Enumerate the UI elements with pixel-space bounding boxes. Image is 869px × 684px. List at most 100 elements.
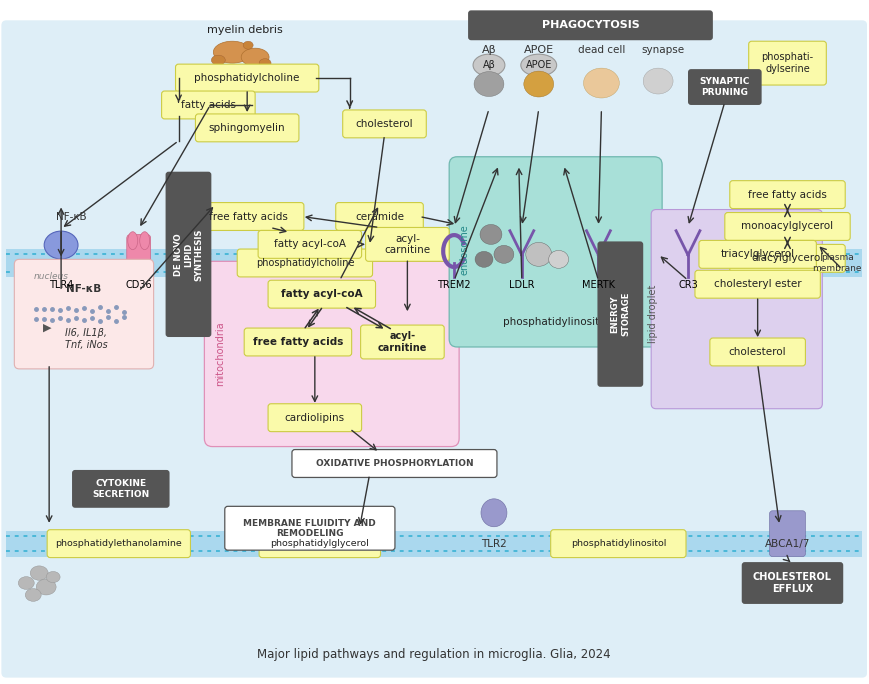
- Ellipse shape: [525, 242, 551, 266]
- FancyBboxPatch shape: [268, 280, 375, 308]
- FancyBboxPatch shape: [729, 181, 845, 209]
- Text: NF-κB: NF-κB: [56, 211, 86, 222]
- Ellipse shape: [46, 571, 60, 583]
- Text: fatty acyl-coA: fatty acyl-coA: [281, 289, 362, 299]
- Text: phosphatidylethanolamine: phosphatidylethanolamine: [56, 539, 182, 548]
- Text: free fatty acids: free fatty acids: [253, 337, 342, 347]
- Text: fatty acids: fatty acids: [181, 100, 235, 110]
- FancyBboxPatch shape: [165, 172, 211, 337]
- FancyBboxPatch shape: [729, 244, 845, 272]
- Bar: [6, 531, 861, 557]
- Text: TREM2: TREM2: [437, 280, 470, 290]
- Ellipse shape: [480, 224, 501, 244]
- Text: phosphatidylinositol: phosphatidylinositol: [502, 317, 607, 327]
- Text: ABCA1/7: ABCA1/7: [764, 538, 809, 549]
- Text: sphingomyelin: sphingomyelin: [209, 123, 285, 133]
- Ellipse shape: [213, 41, 251, 63]
- Text: TLR2: TLR2: [481, 538, 507, 549]
- FancyBboxPatch shape: [448, 157, 661, 347]
- FancyBboxPatch shape: [741, 562, 842, 604]
- Text: Major lipid pathways and regulation in microglia. Glia, 2024: Major lipid pathways and regulation in m…: [257, 648, 610, 661]
- FancyBboxPatch shape: [365, 228, 448, 261]
- Text: LDLR: LDLR: [508, 280, 534, 290]
- FancyBboxPatch shape: [468, 10, 712, 40]
- Text: dead cell: dead cell: [577, 45, 625, 55]
- FancyBboxPatch shape: [769, 511, 805, 557]
- Text: TLR4: TLR4: [49, 280, 73, 290]
- Text: APOE: APOE: [523, 45, 554, 55]
- Text: ceramide: ceramide: [355, 211, 403, 222]
- Text: NF-κB: NF-κB: [66, 285, 102, 294]
- Text: CD36: CD36: [125, 280, 152, 290]
- Text: cholesterol: cholesterol: [355, 119, 413, 129]
- Ellipse shape: [474, 251, 493, 267]
- FancyBboxPatch shape: [192, 202, 303, 231]
- FancyBboxPatch shape: [14, 259, 154, 369]
- Text: myelin debris: myelin debris: [207, 25, 282, 36]
- Ellipse shape: [18, 577, 34, 590]
- FancyBboxPatch shape: [258, 231, 362, 259]
- Ellipse shape: [259, 59, 271, 68]
- Ellipse shape: [128, 232, 137, 250]
- Text: triacylglycerol: triacylglycerol: [720, 250, 793, 259]
- Ellipse shape: [521, 54, 556, 76]
- FancyBboxPatch shape: [687, 69, 760, 105]
- FancyBboxPatch shape: [597, 241, 642, 387]
- Text: free fatty acids: free fatty acids: [747, 189, 826, 200]
- Text: CYTOKINE
SECRETION: CYTOKINE SECRETION: [92, 479, 149, 499]
- Text: phosphati-
dylserine: phosphati- dylserine: [760, 53, 813, 74]
- FancyBboxPatch shape: [268, 404, 362, 432]
- Text: Aβ: Aβ: [481, 45, 495, 55]
- Text: APOE: APOE: [525, 60, 551, 70]
- FancyBboxPatch shape: [724, 213, 849, 240]
- Text: cardiolipins: cardiolipins: [284, 412, 344, 423]
- FancyBboxPatch shape: [162, 91, 255, 119]
- FancyBboxPatch shape: [698, 240, 815, 268]
- Text: diacylglycerol: diacylglycerol: [751, 253, 823, 263]
- Ellipse shape: [243, 41, 253, 49]
- Bar: [6, 249, 861, 277]
- Text: cholesterol: cholesterol: [728, 347, 786, 357]
- FancyBboxPatch shape: [244, 328, 351, 356]
- Text: ENERGY
STORAGE: ENERGY STORAGE: [610, 292, 629, 337]
- Text: OXIDATIVE PHOSPHORYLATION: OXIDATIVE PHOSPHORYLATION: [315, 459, 473, 468]
- Ellipse shape: [25, 589, 41, 601]
- Text: endosome: endosome: [459, 224, 468, 275]
- Ellipse shape: [548, 250, 568, 268]
- Text: fatty acyl-coA: fatty acyl-coA: [274, 239, 346, 250]
- FancyBboxPatch shape: [550, 529, 686, 557]
- Text: acyl-
carnitine: acyl- carnitine: [377, 331, 427, 353]
- FancyBboxPatch shape: [204, 261, 459, 447]
- Ellipse shape: [523, 71, 553, 97]
- Text: phosphatidylinositol: phosphatidylinositol: [570, 539, 666, 548]
- FancyBboxPatch shape: [196, 114, 299, 142]
- FancyBboxPatch shape: [2, 21, 866, 678]
- Ellipse shape: [474, 72, 503, 96]
- Text: phosphatidylglycerol: phosphatidylglycerol: [270, 539, 368, 548]
- Text: MERTK: MERTK: [581, 280, 614, 290]
- Ellipse shape: [473, 54, 504, 76]
- Text: Aβ: Aβ: [482, 60, 494, 70]
- FancyBboxPatch shape: [748, 41, 826, 85]
- Text: phosphatidylcholine: phosphatidylcholine: [195, 73, 300, 83]
- Ellipse shape: [642, 68, 673, 94]
- Text: synapse: synapse: [640, 45, 684, 55]
- FancyBboxPatch shape: [176, 64, 318, 92]
- FancyBboxPatch shape: [360, 325, 444, 359]
- Ellipse shape: [36, 579, 56, 595]
- Ellipse shape: [494, 246, 514, 263]
- FancyBboxPatch shape: [237, 249, 372, 277]
- Ellipse shape: [481, 499, 507, 527]
- Ellipse shape: [140, 232, 149, 250]
- Ellipse shape: [44, 231, 78, 259]
- Text: mitochondria: mitochondria: [215, 321, 225, 386]
- Text: MEMBRANE FLUIDITY AND
REMODELING: MEMBRANE FLUIDITY AND REMODELING: [243, 518, 375, 538]
- Text: ▶: ▶: [43, 323, 51, 333]
- Text: CHOLESTEROL
EFFLUX: CHOLESTEROL EFFLUX: [752, 573, 831, 594]
- Text: DE NOVO
LIPID
SYNTHESIS: DE NOVO LIPID SYNTHESIS: [173, 228, 203, 280]
- FancyBboxPatch shape: [650, 209, 821, 409]
- FancyBboxPatch shape: [335, 202, 423, 231]
- Text: acyl-
carnitine: acyl- carnitine: [384, 234, 430, 255]
- FancyBboxPatch shape: [709, 338, 805, 366]
- Text: SYNAPTIC
PRUNING: SYNAPTIC PRUNING: [699, 77, 749, 96]
